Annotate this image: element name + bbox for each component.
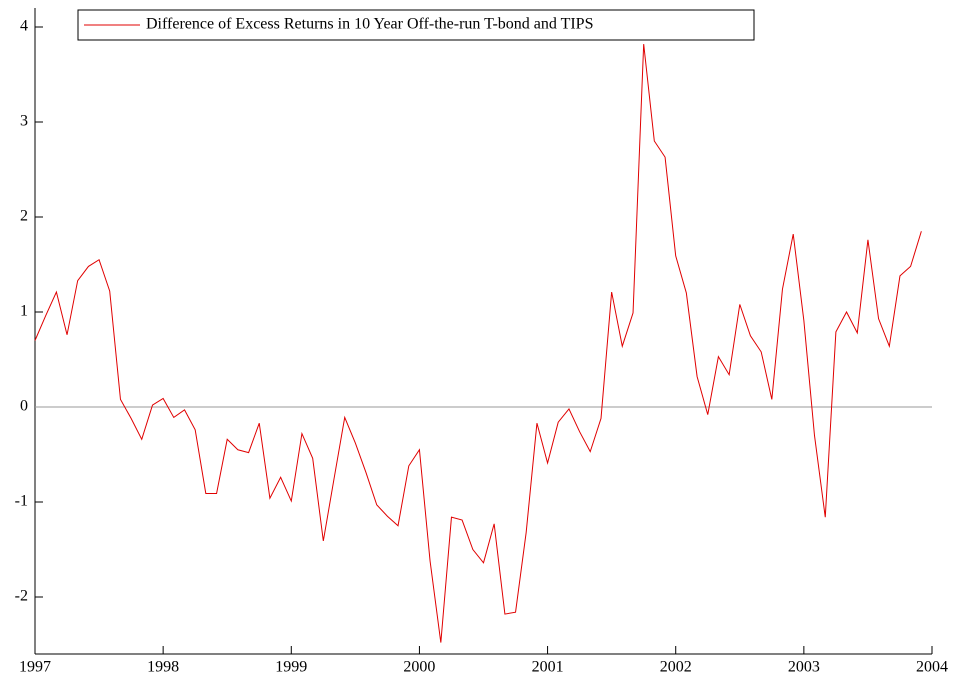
legend-box xyxy=(77,9,755,41)
x-tick-label: 2000 xyxy=(403,659,435,676)
x-tick-label: 1998 xyxy=(147,659,179,676)
y-tick-label: 0 xyxy=(20,398,28,415)
y-tick-label: 2 xyxy=(20,208,28,225)
x-tick-label: 1999 xyxy=(275,659,307,676)
x-tick-label: 2001 xyxy=(532,659,564,676)
y-tick-label: -1 xyxy=(15,493,28,510)
y-tick-label: -2 xyxy=(15,588,28,605)
x-tick-label: 2002 xyxy=(660,659,692,676)
data-line xyxy=(34,44,922,643)
y-tick-label: 3 xyxy=(20,113,28,130)
y-tick-label: 4 xyxy=(20,18,28,35)
y-tick-label: 1 xyxy=(20,303,28,320)
legend-label: Difference of Excess Returns in 10 Year … xyxy=(146,16,593,33)
x-tick-label: 2004 xyxy=(916,659,948,676)
x-tick-label: 2003 xyxy=(788,659,820,676)
x-tick-label: 1997 xyxy=(19,659,51,676)
